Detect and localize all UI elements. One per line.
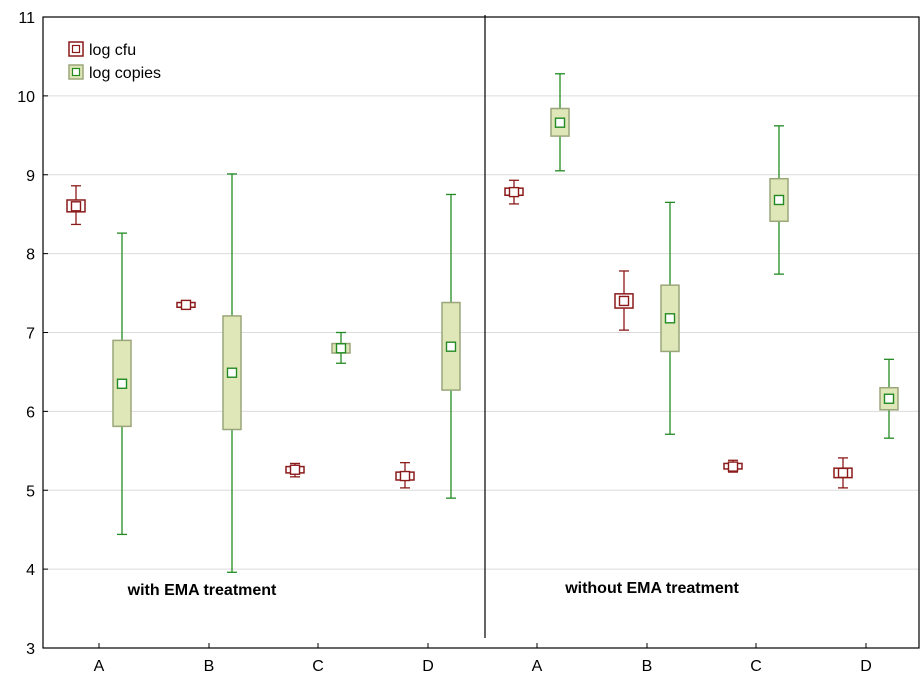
box-log-cfu-panel1-D [395,461,415,489]
legend-marker [71,67,81,77]
x-tick-label-panel1-A: A [94,658,105,675]
legend-entry-log-copies: log copies [68,64,161,82]
mean-marker [70,201,82,212]
panel-annotation-2: without EMA treatment [564,580,739,597]
box-log-copies-panel1-C [331,331,351,364]
box-log-cfu-panel2-C [723,459,743,473]
mean-marker [664,313,676,324]
box-log-copies-panel2-B [660,201,680,435]
y-tick-label-3: 3 [26,641,35,658]
legend-label: log cfu [89,42,136,59]
x-tick-label-panel1-B: B [204,658,215,675]
mean-marker [335,343,347,354]
gridlines [43,95,919,570]
box-log-cfu-panel2-B [614,270,634,331]
box-log-cfu-panel1-B [176,299,196,311]
mean-marker [508,186,520,198]
mean-marker [883,393,895,404]
y-tick-label-7: 7 [26,326,35,343]
mean-marker [554,117,566,128]
mean-marker [837,467,849,479]
legend-marker [71,44,81,54]
mean-marker [180,299,192,311]
x-tick-label-panel2-B: B [642,658,653,675]
x-tick-label-panel2-D: D [860,658,872,675]
boxes [66,73,899,573]
mean-marker [289,464,301,475]
mean-marker [226,367,238,378]
y-tick-label-11: 11 [18,10,35,27]
box-log-copies-panel1-D [441,193,461,499]
box-log-cfu-panel2-D [833,457,853,489]
box-log-copies-panel2-C [769,125,789,275]
axes [42,16,920,649]
box-log-copies-panel1-A [112,232,132,536]
box-log-copies-panel1-B [222,173,242,573]
y-tick-label-10: 10 [17,89,35,106]
box-log-cfu-panel1-A [66,185,86,226]
legend: log cfu log copies [68,41,161,82]
legend-label: log copies [89,65,161,82]
x-tick-label-panel1-C: C [312,658,324,675]
legend-entry-log-cfu: log cfu [68,41,136,59]
y-tick-label-9: 9 [26,168,35,185]
x-tick-label-panel2-C: C [750,658,762,675]
box-log-cfu-panel1-C [285,462,305,478]
mean-marker [445,341,457,352]
mean-marker [773,194,785,206]
x-tick-label-panel2-A: A [532,658,543,675]
panel-annotation-1: with EMA treatment [127,582,277,599]
mean-marker [727,461,739,472]
mean-marker [116,378,128,389]
box-log-cfu-panel2-A [504,179,524,205]
y-tick-label-8: 8 [26,247,35,264]
y-tick-labels: 3 4 5 6 7 8 9 10 11 [17,10,35,658]
box-log-copies-panel2-A [550,73,570,172]
mean-marker [399,470,411,482]
box-log-copies-panel2-D [879,358,899,439]
y-tick-label-4: 4 [26,562,35,579]
y-tick-label-6: 6 [26,404,35,421]
y-tick-label-5: 5 [26,483,35,500]
mean-marker [618,295,630,307]
panel-annotations: with EMA treatment without EMA treatment [127,580,740,599]
x-tick-label-panel1-D: D [422,658,434,675]
